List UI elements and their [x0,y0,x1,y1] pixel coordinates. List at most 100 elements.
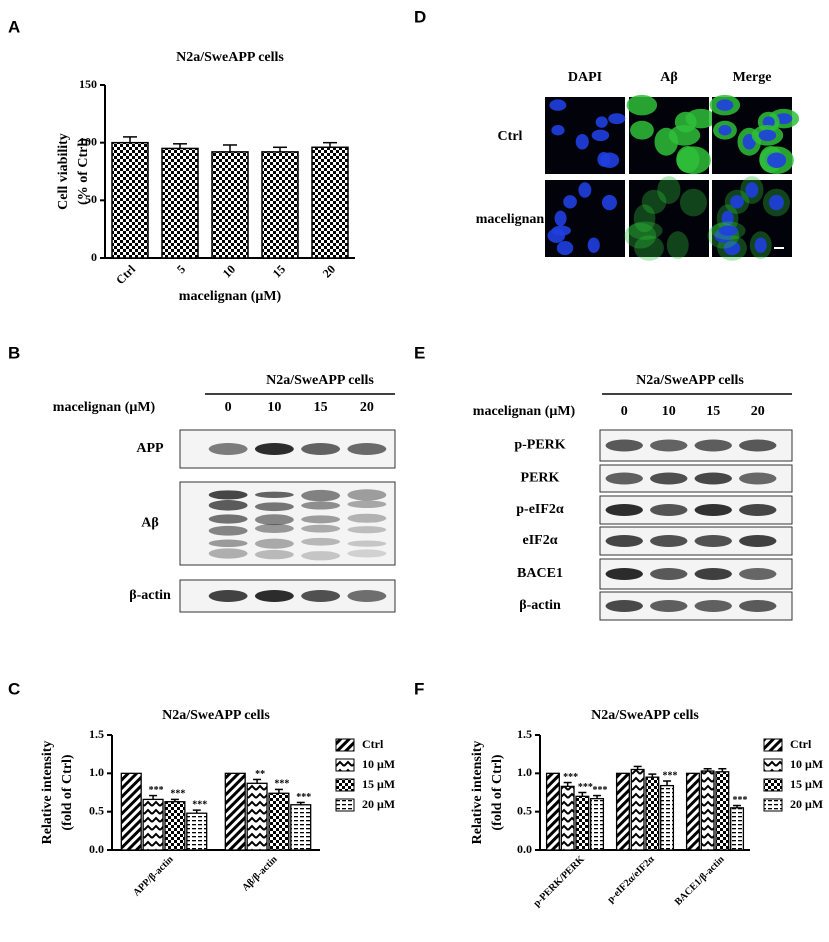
y-axis-label: Relative intensity [40,741,55,845]
y-tick-label: 0.0 [89,842,104,856]
blot-strip [179,429,396,469]
blot-strip [599,526,793,556]
y-axis-label: (fold of Ctrl) [60,754,75,831]
cytoplasm [628,221,663,240]
x-tick-label: 15 [270,262,288,280]
blot-strip [599,429,793,462]
x-tick-label: BACE1/β-actin [673,854,727,908]
x-tick-label: p-eIF2α/eIF2α [605,854,657,906]
blot-band [739,472,777,485]
blot-band [739,439,777,452]
blot-band [254,502,294,512]
bar [224,772,246,851]
dose-label: 10 [267,400,281,415]
legend-label: 15 μM [362,777,395,791]
blot-band [301,489,341,502]
chart-title: N2a/SweAPP cells [162,708,270,723]
legend-swatch [763,738,783,752]
blot-band [254,538,294,549]
significance-label: *** [593,785,608,796]
y-tick-label: 0 [91,250,97,264]
y-axis-label: Relative intensity [470,741,485,845]
blot-band [208,443,248,455]
error-bar [633,765,642,770]
cytoplasm [666,231,689,260]
error-bar [173,143,187,149]
y-tick-label: 1.5 [517,727,532,741]
blot-band [650,535,688,547]
bar [268,792,290,851]
error-bar [593,794,602,799]
blot-band [605,472,643,485]
legend-swatch [763,798,783,812]
nucleus [730,195,744,209]
error-bar [578,791,587,797]
blot-band [301,551,341,561]
nucleus [591,129,610,142]
blot-band [739,535,777,547]
blot-band [650,439,688,452]
significance-label: ** [255,769,265,780]
blot-band [605,535,643,547]
panel-letter: A [8,17,20,36]
cytoplasm [679,188,707,217]
legend-label: 20 μM [790,797,823,811]
blot-strip [599,495,793,525]
cytoplasm [624,222,657,249]
y-tick-label: 0.5 [517,803,532,817]
y-axis-label: (fold of Ctrl) [490,754,505,831]
nucleus [587,237,600,253]
bar [645,776,660,851]
legend-swatch [763,778,783,792]
bar [211,151,249,259]
panel-letter: F [414,679,424,698]
legend-label: Ctrl [362,737,384,751]
error-bar [563,781,572,787]
bar [261,151,299,259]
x-tick-label: p-PERK/PERK [531,854,586,909]
blot-band [208,539,248,547]
blot-band [208,490,248,500]
row-label: macelignan [476,212,545,227]
significance-label: *** [578,782,593,793]
nucleus [767,152,787,168]
nucleus [554,210,567,227]
column-label: Merge [733,70,772,85]
bar [164,801,186,851]
x-tick-label: APP/β-actin [131,854,176,899]
nucleus [608,113,626,125]
blot-band [605,600,643,612]
cytoplasm [633,204,656,233]
blot-row-label: PERK [521,471,560,486]
nucleus [718,225,738,236]
blot-band [347,443,387,455]
blot-band [694,568,732,580]
nucleus [563,195,577,209]
blot-band [347,540,387,547]
dose-label: 0 [621,404,628,419]
blot-row-label: eIF2α [522,533,557,548]
blot-strip [179,481,396,566]
column-label: Aβ [660,70,678,85]
blot-band [650,504,688,516]
nucleus [718,124,732,136]
y-tick-label: 1.0 [89,765,104,779]
blot-row-label: APP [136,441,164,456]
blot-band [301,590,341,602]
nucleus [595,116,608,128]
blot-band [650,568,688,580]
blot-band [254,443,294,455]
significance-label: *** [274,779,289,790]
error-bar [663,780,672,786]
bar [545,772,560,851]
blot-title: N2a/SweAPP cells [266,373,374,388]
bar [630,768,645,851]
legend-label: 20 μM [362,797,395,811]
legend-label: 15 μM [790,777,823,791]
legend-swatch [763,758,783,772]
blot-title: N2a/SweAPP cells [636,373,744,388]
blot-row-label: BACE1 [517,566,563,581]
bar [111,141,149,259]
blot-band [650,600,688,612]
